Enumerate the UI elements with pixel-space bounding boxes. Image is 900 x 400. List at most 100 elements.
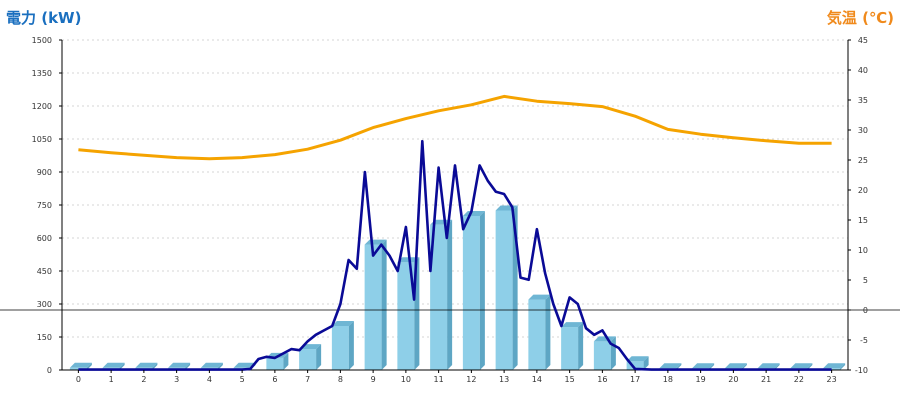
- left-tick-label: 1200: [32, 102, 52, 111]
- x-tick-label: 7: [305, 375, 310, 384]
- bar-series: [69, 205, 846, 370]
- bar-top: [135, 362, 158, 368]
- bar-top: [757, 363, 780, 369]
- left-tick-label: 1050: [32, 135, 52, 144]
- bar-side: [86, 362, 92, 370]
- bar-top: [593, 336, 616, 342]
- right-tick-label: 5: [863, 276, 868, 285]
- bar-top: [233, 362, 256, 368]
- left-tick-label: 150: [37, 333, 52, 342]
- x-tick-label: 0: [76, 375, 81, 384]
- bar-front: [364, 244, 382, 370]
- axes: [61, 40, 849, 371]
- bar: [331, 321, 354, 370]
- bar-front: [397, 262, 415, 370]
- bar-front: [430, 224, 448, 370]
- bar-side: [283, 352, 289, 370]
- bar: [561, 322, 584, 370]
- left-tick-label: 1350: [32, 69, 52, 78]
- bar-top: [331, 321, 354, 326]
- left-axis-tick-labels: 0 150 300 450 600 750 900 1050 1200 1350 1500: [32, 36, 62, 375]
- bar-top: [528, 294, 551, 300]
- right-tick-label: -10: [855, 366, 868, 375]
- bar-front: [561, 327, 579, 370]
- bar-front: [331, 326, 349, 370]
- bar: [528, 294, 551, 370]
- x-tick-label: 2: [141, 375, 146, 384]
- x-tick-label: 17: [630, 375, 640, 384]
- x-tick-label: 21: [761, 375, 771, 384]
- bar-front: [593, 341, 611, 370]
- bar-front: [823, 368, 841, 370]
- left-tick-label: 600: [37, 234, 52, 243]
- bar-side: [578, 322, 584, 370]
- grid: [62, 39, 848, 338]
- bar-side: [610, 336, 616, 370]
- x-tick-label: 9: [371, 375, 376, 384]
- bar-top: [626, 356, 649, 362]
- temperature-series: [78, 94, 832, 161]
- bar-front: [495, 210, 513, 370]
- bar: [364, 239, 387, 370]
- x-tick-label: 14: [532, 375, 542, 384]
- bar-side: [348, 321, 354, 370]
- bar-top: [823, 363, 846, 369]
- x-tick-label: 10: [401, 375, 411, 384]
- realtime-power-series: [78, 139, 832, 371]
- bar-side: [152, 362, 158, 370]
- right-tick-label: 20: [858, 186, 868, 195]
- x-tick-label: 18: [663, 375, 673, 384]
- x-tick-label: 22: [794, 375, 804, 384]
- left-tick-label: 900: [37, 168, 52, 177]
- right-tick-label: 15: [858, 216, 868, 225]
- bar-side: [381, 239, 387, 370]
- bar-side: [316, 344, 322, 370]
- bar: [626, 356, 649, 370]
- bar: [593, 336, 616, 370]
- bar: [69, 362, 92, 370]
- bar-top: [790, 363, 813, 369]
- x-tick-label: 12: [466, 375, 476, 384]
- right-axis-tick-labels: -10 -5 0 5 10 15 20 25 30 35 40 45: [848, 36, 868, 375]
- x-tick-label: 19: [696, 375, 706, 384]
- realtime-power-line: [78, 139, 832, 371]
- bar-top: [200, 362, 223, 368]
- x-tick-label: 6: [272, 375, 277, 384]
- bar-side: [185, 362, 191, 370]
- right-tick-label: -5: [860, 336, 868, 345]
- x-tick-label: 11: [434, 375, 444, 384]
- bar-side: [447, 219, 453, 370]
- right-axis-title: 気温 (℃): [827, 9, 894, 27]
- bar-front: [266, 357, 284, 370]
- right-tick-label: 40: [858, 66, 868, 75]
- x-tick-label: 16: [597, 375, 607, 384]
- bar-side: [119, 362, 125, 370]
- bar-side: [545, 294, 551, 370]
- bar: [462, 211, 485, 370]
- x-tick-label: 5: [240, 375, 245, 384]
- left-tick-label: 1500: [32, 36, 52, 45]
- bar-side: [479, 211, 485, 370]
- temperature-line: [78, 94, 832, 161]
- right-tick-label: 35: [858, 96, 868, 105]
- bar-top: [102, 362, 125, 368]
- bar-side: [643, 356, 649, 370]
- x-tick-label: 3: [174, 375, 179, 384]
- left-axis-title: 電力 (kW): [6, 9, 81, 27]
- left-tick-label: 450: [37, 267, 52, 276]
- bar-top: [659, 363, 682, 369]
- x-tick-label: 13: [499, 375, 509, 384]
- bar-top: [692, 363, 715, 369]
- left-tick-label: 0: [47, 366, 52, 375]
- bar-top: [561, 322, 584, 328]
- bar-front: [299, 349, 317, 370]
- right-tick-label: 45: [858, 36, 868, 45]
- bar-top: [69, 362, 92, 368]
- bar-front: [528, 299, 546, 370]
- bar-top: [724, 363, 747, 369]
- bar-front: [626, 361, 644, 370]
- x-tick-label: 4: [207, 375, 212, 384]
- bar-top: [462, 211, 485, 216]
- left-tick-label: 750: [37, 201, 52, 210]
